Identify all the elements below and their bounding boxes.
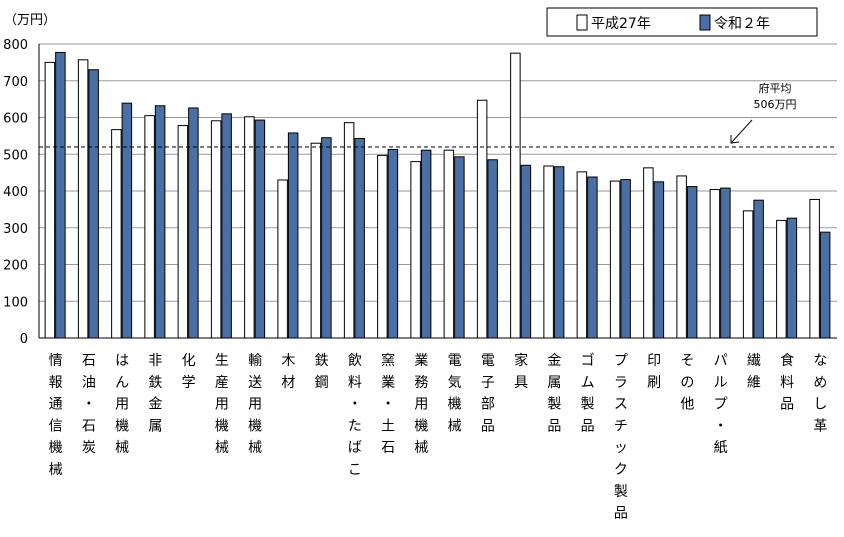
bar-series-2-10 (387, 148, 399, 339)
bar-series-2-20 (720, 187, 731, 339)
category-label: 石油・石炭 (82, 353, 96, 456)
reference-label-line1: 府平均 (759, 81, 792, 95)
bar-series-1-1 (77, 59, 89, 339)
category-label: 食料品 (780, 352, 794, 413)
y-axis-ticks: 0 100 200 300 400 500 600 700 800 (3, 38, 28, 347)
category-label: 印刷 (647, 353, 661, 391)
bar-series-2-15 (553, 166, 565, 339)
bars (44, 51, 831, 339)
bar-series-2-2 (121, 102, 133, 339)
bar-series-2-21 (753, 199, 764, 339)
bar-series-1-10 (377, 154, 388, 339)
bar-series-1-11 (410, 161, 421, 339)
bar-series-1-7 (277, 179, 288, 339)
bar-series-1-5 (210, 120, 222, 339)
bar-series-2-11 (420, 149, 432, 339)
legend-label-series-2: 令和２年 (714, 16, 770, 32)
reference-line-group: 府平均 506万円 (39, 81, 837, 148)
axes (38, 44, 837, 339)
category-label: ゴム製品 (581, 352, 595, 434)
bar-series-2-7 (287, 132, 299, 339)
bar-series-1-9 (343, 122, 355, 339)
reference-arrow (730, 119, 753, 144)
category-label: 業務用機械 (414, 353, 428, 456)
y-axis-unit: （万円） (4, 13, 56, 28)
bar-series-1-17 (609, 180, 621, 339)
legend-label-series-1: 平成27年 (591, 16, 651, 32)
bar-series-2-22 (786, 217, 798, 339)
y-tick-label: 400 (3, 185, 28, 200)
bar-series-1-8 (310, 142, 322, 339)
bar-series-1-3 (144, 115, 155, 339)
category-label: パルプ・紙 (714, 353, 728, 456)
category-label: 鉄鋼 (315, 353, 329, 391)
legend-swatch-series-1 (576, 14, 588, 31)
category-label: 輸送用機械 (248, 353, 262, 456)
bar-series-2-6 (254, 119, 266, 339)
bar-series-2-8 (321, 137, 332, 339)
y-tick-label: 100 (3, 295, 28, 310)
reference-arrowhead (730, 135, 740, 144)
category-label: 木材 (281, 353, 295, 391)
category-label: なめし革 (813, 353, 827, 434)
category-label: 情報通信機械 (49, 353, 63, 478)
category-label: 繊維 (747, 353, 761, 391)
category-label: はん用機械 (115, 353, 129, 456)
category-label: 金属製品 (547, 353, 561, 434)
reference-label-line2: 506万円 (754, 98, 797, 111)
bar-series-1-13 (476, 99, 488, 339)
category-label: 電気機械 (448, 353, 462, 434)
bar-series-1-12 (443, 149, 455, 339)
bar-series-1-19 (676, 175, 687, 339)
bar-series-2-18 (653, 181, 665, 339)
grid-lines (39, 43, 837, 302)
bar-series-1-14 (510, 52, 521, 339)
bar-series-2-17 (620, 179, 631, 339)
bar-series-2-14 (520, 164, 532, 339)
y-tick-label: 500 (3, 148, 28, 163)
category-label: 生産用機械 (215, 353, 229, 456)
bar-series-1-6 (244, 116, 255, 339)
y-tick-label: 200 (3, 259, 28, 274)
bar-series-2-4 (188, 107, 199, 339)
category-label: 飲料・たばこ (348, 353, 362, 478)
bar-series-2-9 (354, 137, 365, 339)
legend: 平成27年 令和２年 (546, 7, 818, 37)
bar-series-2-1 (88, 69, 99, 339)
y-tick-label: 0 (20, 332, 28, 347)
legend-box (546, 7, 818, 37)
y-tick-label: 600 (3, 112, 28, 127)
category-label: 窯業・土石 (381, 352, 395, 456)
category-label: その他 (680, 353, 694, 413)
bar-series-2-13 (487, 159, 498, 339)
bar-series-1-4 (177, 125, 189, 339)
bar-series-1-16 (576, 171, 588, 339)
bar-series-1-2 (111, 129, 122, 339)
y-tick-label: 800 (3, 38, 28, 53)
bar-series-2-0 (55, 51, 66, 339)
bar-series-1-18 (643, 167, 654, 339)
category-label: 非鉄金属 (148, 353, 162, 434)
bar-series-1-22 (776, 219, 787, 339)
bar-series-1-0 (44, 61, 56, 339)
bar-series-2-23 (819, 231, 831, 339)
category-label: 電子部品 (481, 353, 495, 434)
bar-series-1-20 (709, 189, 721, 339)
category-label: 化学 (182, 353, 196, 391)
bar-series-1-23 (809, 198, 820, 339)
y-tick-label: 700 (3, 75, 28, 90)
y-tick-label: 300 (3, 222, 28, 237)
bar-series-1-21 (742, 210, 754, 339)
bar-series-2-12 (454, 156, 465, 339)
bar-series-1-15 (543, 165, 554, 339)
bar-series-2-19 (686, 186, 698, 339)
category-label: 家具 (514, 352, 528, 391)
category-label: プラスチック製品 (614, 353, 628, 522)
bar-series-2-16 (587, 176, 598, 339)
bar-series-2-3 (154, 105, 166, 339)
legend-swatch-series-2 (699, 14, 711, 31)
